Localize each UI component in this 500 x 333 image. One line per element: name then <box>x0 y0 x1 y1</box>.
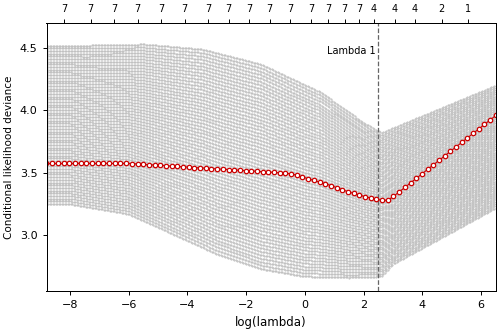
X-axis label: log(lambda): log(lambda) <box>236 316 307 329</box>
Text: Lambda 1: Lambda 1 <box>327 46 376 56</box>
Y-axis label: Conditional likelihood deviance: Conditional likelihood deviance <box>4 76 14 239</box>
